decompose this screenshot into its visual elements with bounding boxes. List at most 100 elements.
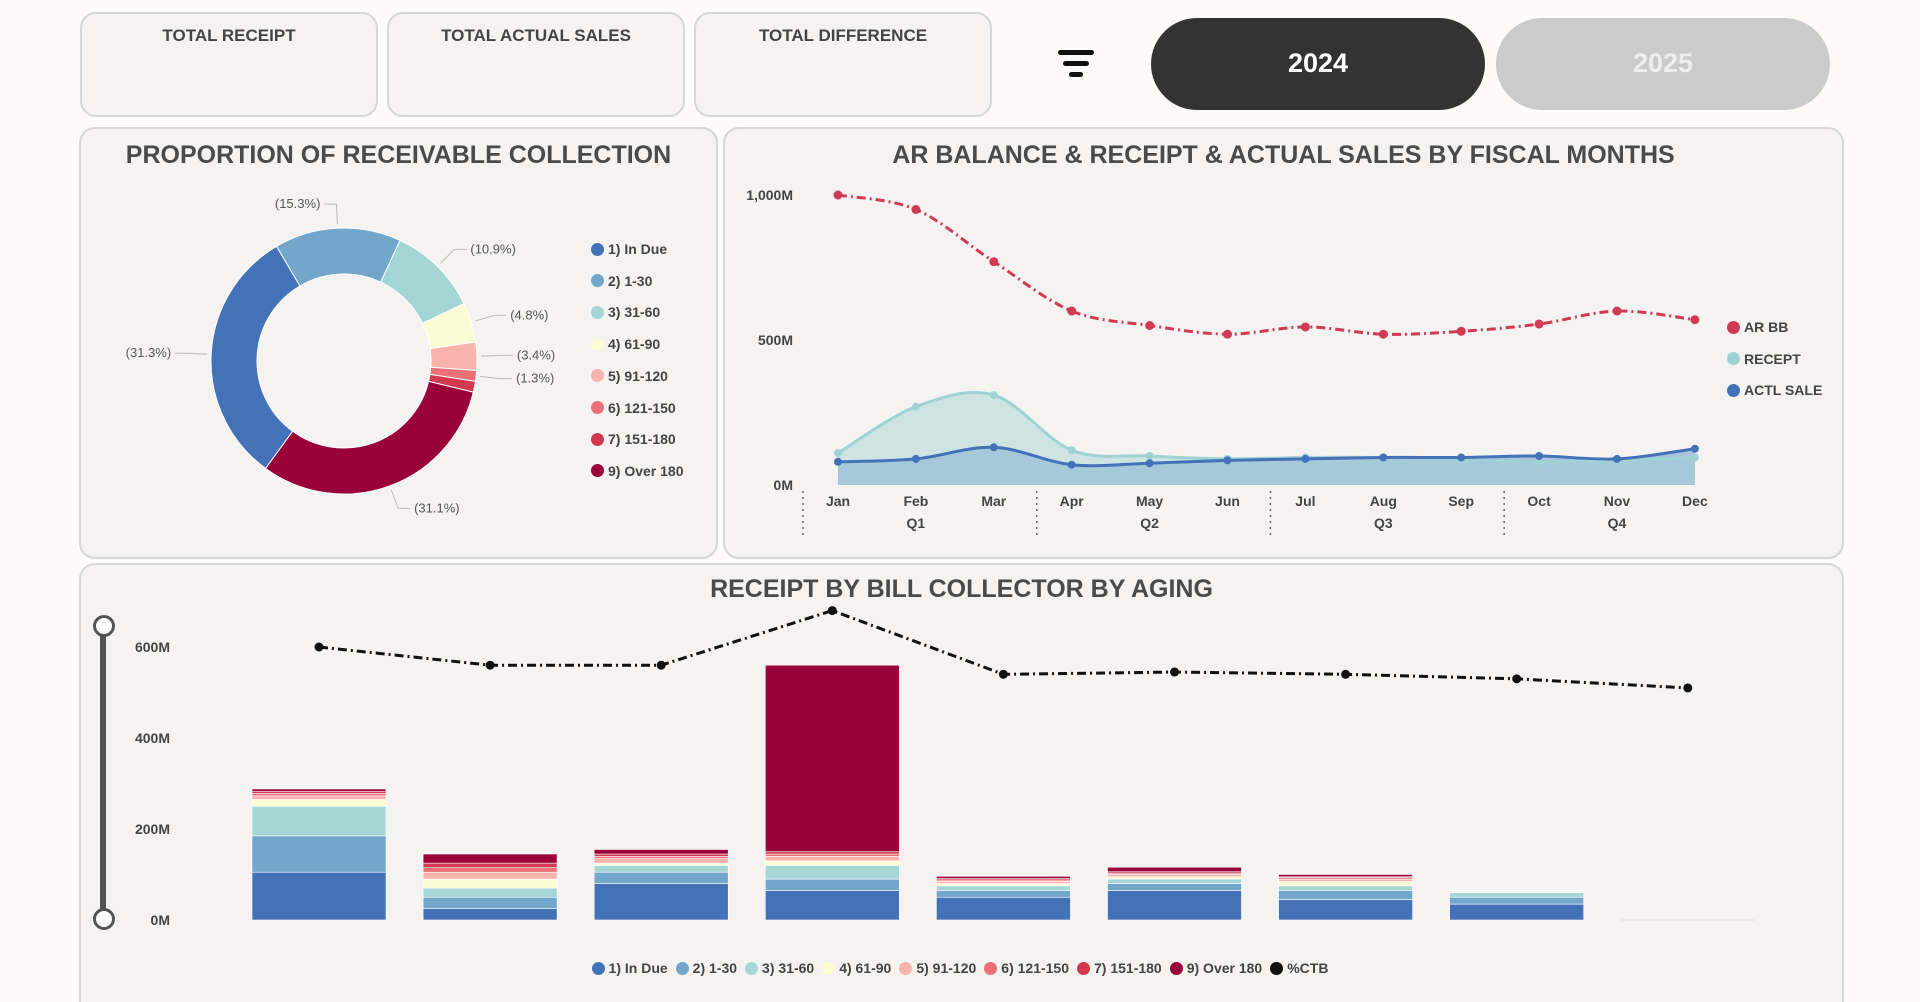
ctb-point	[1512, 674, 1522, 684]
legend-item[interactable]: 3) 31-60	[591, 304, 660, 320]
bar-segment	[251, 805, 387, 837]
line-title: AR BALANCE & RECEIPT & ACTUAL SALES BY F…	[892, 141, 1675, 169]
receipt-point	[1535, 457, 1544, 466]
ar-bb-point	[1145, 321, 1155, 330]
bar-segment	[1107, 878, 1242, 884]
bar-segment	[764, 664, 900, 853]
bar-segment	[1107, 890, 1242, 921]
legend-item[interactable]: AR BB	[1727, 319, 1788, 335]
actl-sale-point	[834, 457, 842, 466]
receipt-point	[1145, 452, 1154, 460]
actl-sale-area	[838, 447, 1695, 485]
legend-item[interactable]: 1) In Due	[591, 960, 668, 976]
bar-segment	[764, 860, 900, 866]
legend-label: 4) 61-90	[608, 336, 661, 353]
zoom-slider-handle-bottom[interactable]	[93, 908, 115, 930]
ctb-point	[827, 606, 837, 616]
legend-item[interactable]: 4) 61-90	[822, 960, 891, 976]
y-tick-label: 0M	[774, 477, 793, 493]
legend-item[interactable]: 7) 151-180	[1077, 960, 1162, 976]
y-tick-label: 1,000M	[746, 187, 793, 203]
legend-item[interactable]: 6) 121-150	[591, 400, 676, 416]
bar-segment	[593, 858, 729, 864]
legend-label: 2) 1-30	[608, 272, 653, 289]
legend-item[interactable]: %CTB	[1270, 960, 1328, 976]
receipt-point	[834, 449, 842, 458]
bar-segment	[593, 865, 729, 873]
x-tick-label: Mar	[981, 493, 1006, 509]
legend-dot-icon	[591, 432, 604, 446]
legend-label: 9) Over 180	[608, 462, 684, 479]
donut-slice	[264, 380, 474, 495]
ar-bb-point	[1223, 329, 1232, 339]
ar-bb-point	[1690, 315, 1700, 325]
actl-sale-point	[1457, 453, 1466, 462]
x-tick-label: Oct	[1527, 493, 1551, 509]
legend-item[interactable]: 4) 61-90	[591, 336, 660, 352]
legend-dot-icon	[591, 464, 604, 478]
legend-item[interactable]: 5) 91-120	[899, 960, 976, 976]
bar-segment	[251, 871, 387, 921]
bar-legend: 1) In Due 2) 1-30 3) 31-60 4) 61-90 5) 91-12…	[0, 960, 1920, 976]
zoom-slider-handle-top[interactable]	[93, 615, 115, 637]
legend-dot-icon	[591, 274, 604, 288]
legend-dot-icon	[591, 401, 604, 414]
actl-sale-point	[1535, 452, 1544, 460]
donut-data-label: (4.8%)	[510, 307, 548, 322]
bar-segment	[1278, 885, 1413, 891]
x-tick-label: Jul	[1295, 493, 1315, 509]
donut-leader-line	[480, 375, 513, 380]
legend-dot-icon	[591, 242, 604, 256]
quarter-label: Q1	[907, 515, 926, 531]
legend-item[interactable]: 6) 121-150	[984, 960, 1069, 976]
legend-label: 5) 91-120	[608, 367, 668, 384]
bar-segment	[593, 883, 729, 921]
zoom-slider[interactable]	[93, 615, 115, 930]
legend-dot-icon	[1270, 961, 1284, 975]
legend-label: 1) In Due	[608, 960, 668, 976]
ar-bb-point	[1300, 322, 1310, 332]
year-button-2024[interactable]: 2024	[1151, 18, 1485, 110]
legend-dot-icon	[591, 305, 604, 319]
filter-icon[interactable]	[1056, 48, 1096, 82]
year-button-2025[interactable]: 2025	[1496, 18, 1830, 110]
legend-item[interactable]: 9) Over 180	[1169, 960, 1262, 976]
bar-segment	[251, 795, 387, 800]
kpi-card-total-actual-sales: TOTAL ACTUAL SALES	[387, 12, 685, 117]
legend-item[interactable]: 5) 91-120	[591, 368, 668, 384]
actl-sale-point	[1067, 460, 1076, 469]
legend-item[interactable]: 2) 1-30	[591, 273, 652, 289]
legend-item[interactable]: 1) In Due	[591, 241, 667, 257]
legend-dot-icon	[1727, 383, 1740, 397]
bar-segment	[422, 862, 558, 868]
ar-bb-line	[837, 193, 1696, 336]
bar-segment	[1107, 883, 1242, 891]
legend-label: 2) 1-30	[692, 960, 738, 976]
actl-sale-point	[1301, 454, 1310, 463]
y-tick-label: 0M	[151, 912, 170, 928]
bar-segment	[936, 881, 1071, 884]
bar-segment	[1107, 876, 1242, 880]
legend-item[interactable]: RECEPT	[1727, 351, 1801, 367]
actl-sale-point	[911, 454, 920, 463]
donut-data-label: (31.3%)	[126, 345, 172, 360]
ctb-point	[314, 642, 324, 652]
ar-bb-point	[911, 205, 921, 214]
legend-item[interactable]: 7) 151-180	[591, 431, 676, 447]
zoom-slider-track	[100, 625, 106, 915]
actl-sale-point	[989, 443, 998, 452]
bar-segment	[1449, 903, 1584, 921]
legend-item[interactable]: 9) Over 180	[591, 463, 684, 479]
donut-leader-line	[324, 203, 338, 225]
legend-dot-icon	[591, 337, 604, 351]
legend-item[interactable]: ACTL SALE	[1727, 382, 1822, 398]
bar-segment	[936, 896, 1071, 921]
legend-label: %CTB	[1287, 960, 1329, 976]
donut-leader-line	[439, 248, 467, 264]
y-tick-label: 500M	[758, 332, 793, 348]
actl-sale-point	[1690, 444, 1699, 453]
x-tick-label: Aug	[1370, 493, 1397, 509]
bar-segment	[1278, 899, 1413, 921]
legend-item[interactable]: 2) 1-30	[675, 960, 738, 976]
legend-item[interactable]: 3) 31-60	[745, 960, 814, 976]
